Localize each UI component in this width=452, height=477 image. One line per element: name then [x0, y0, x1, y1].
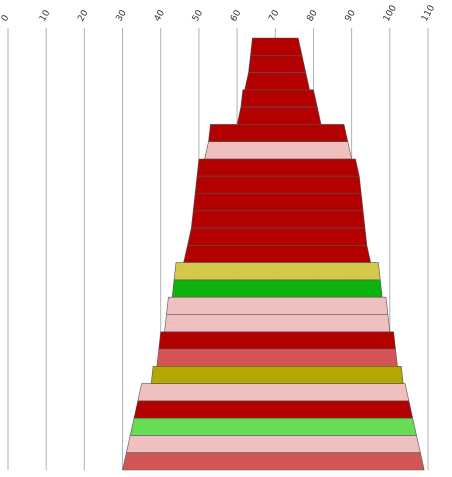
x-tick-label: 30 — [114, 8, 129, 23]
x-tick-label: 10 — [38, 8, 53, 23]
x-tick-label: 80 — [305, 8, 320, 23]
band-11 — [190, 210, 366, 229]
x-tick-label: 20 — [76, 8, 91, 23]
band-19 — [156, 348, 398, 367]
band-1 — [250, 37, 303, 56]
x-tick-label: 50 — [191, 8, 206, 23]
bands — [122, 37, 425, 471]
band-15 — [171, 279, 383, 298]
band-14 — [173, 262, 381, 281]
band-10 — [192, 193, 364, 212]
band-5 — [236, 106, 322, 125]
band-13 — [183, 245, 372, 263]
band-3 — [244, 72, 310, 91]
band-6 — [208, 124, 349, 142]
band-2 — [248, 54, 307, 73]
band-8 — [196, 158, 360, 177]
band-21 — [137, 383, 410, 402]
band-25 — [122, 452, 425, 471]
band-24 — [126, 435, 421, 454]
x-tick-label: 40 — [153, 8, 168, 23]
x-tick-label: 70 — [267, 8, 282, 23]
band-16 — [166, 296, 389, 315]
band-7 — [204, 141, 352, 160]
band-12 — [187, 227, 368, 246]
band-18 — [158, 331, 396, 350]
band-4 — [240, 89, 318, 108]
x-tick-label: 0 — [0, 13, 12, 23]
band-9 — [194, 175, 362, 194]
x-tick-label: 90 — [344, 8, 359, 23]
band-23 — [129, 417, 417, 436]
band-22 — [133, 400, 414, 419]
x-tick-labels: 0 10 20 30 40 50 60 70 80 90 100 110 — [0, 3, 437, 23]
x-tick-label: 60 — [229, 8, 244, 23]
band-17 — [164, 314, 391, 333]
x-tick-label: 100 — [382, 3, 399, 23]
band-20 — [150, 365, 404, 384]
x-tick-label: 110 — [420, 3, 437, 23]
